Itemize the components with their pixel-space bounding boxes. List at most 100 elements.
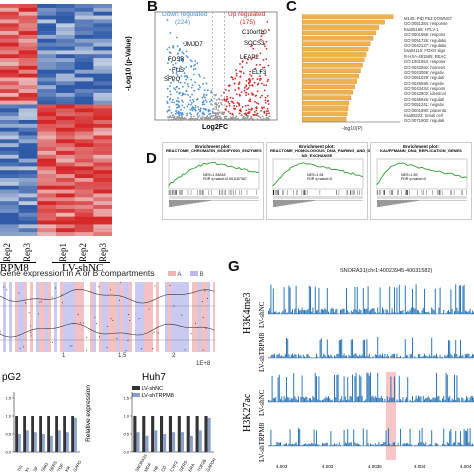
volcano-point [265,110,268,113]
signal-bar [455,284,457,314]
signal-bar [391,444,393,446]
volcano-point [204,96,206,99]
signal-bar [289,429,291,446]
heatmap-cell [0,46,19,51]
signal-bar [302,310,304,314]
volcano-point [229,96,232,99]
volcano-point [183,67,186,70]
heatmap-cell [56,81,75,86]
signal-bar [330,431,332,446]
signal-bar [322,309,323,314]
signal-bar [283,287,285,314]
signal-bar [463,284,465,314]
heatmap-cell [0,232,19,236]
signal-bar [466,354,467,358]
signal-bar [324,308,326,314]
signal-bar [402,397,404,402]
gsea-stats: NES=1.89 FDR q=value=0 [401,173,427,181]
heatmap-cell [74,62,94,67]
signal-bar [276,312,278,314]
signal-bar [271,375,273,402]
gsea-title: REACTOME_CHROMATIN_MODIFYING_ENZYMES [166,148,262,153]
heatmap-cell [56,208,75,214]
heatmap-cell [37,23,57,28]
volcano-point [245,118,248,120]
compartment-stripe [195,282,198,352]
compartment-point [110,318,112,320]
signal-bar [295,285,297,314]
legend-shnc: LV-shNC [132,386,163,392]
signal-bar [360,445,362,446]
volcano-point [264,45,266,48]
rank-metric [256,200,259,201]
volcano-point [199,86,201,89]
volcano-point [175,86,178,89]
compartment-point [157,332,159,334]
volcano-point [239,63,241,65]
signal-bar [307,354,309,358]
volcano-point [176,74,179,76]
volcano-point [212,118,215,121]
signal-bar [366,339,368,358]
signal-bar [301,375,303,402]
volcano-point [166,110,169,113]
signal-bar [416,445,418,446]
signal-bar [402,443,404,446]
volcano-point [169,85,171,87]
heatmap [0,4,112,236]
volcano-point [251,77,254,80]
signal-bar [420,396,422,402]
signal-bar [460,431,461,446]
signal-bar [269,445,271,446]
heatmap-cell [56,50,75,55]
signal-bar [290,354,292,358]
volcano-point [255,109,258,112]
heatmap-cell [0,147,19,152]
signal-bar [449,311,451,314]
panel-f: pG2 Huh7 LV-shNC LV-shTRPM8 Relative exp… [0,370,217,474]
bar-shnc [204,416,208,452]
signal-bar [323,399,325,402]
volcano-point [172,45,174,47]
signal-bar [398,445,400,446]
volcano-point [245,79,248,82]
volcano-point [187,93,189,96]
volcano-point [178,101,180,103]
compartment-stripe [138,282,141,352]
heatmap-cell [0,23,19,28]
signal-bar [314,443,316,446]
heatmap-cell [56,23,75,28]
signal-bar [331,445,333,446]
signal-bar [332,308,334,314]
gsea-title: KAUFFMANN_DNA_REPLICATION_GENES [380,148,462,153]
heatmap-cell [56,170,75,175]
compartment-stripe [177,282,180,352]
heatmap-cell [18,34,38,40]
heatmap-cell [93,100,112,105]
signal-bar [329,313,331,314]
signal-bar [349,355,351,358]
volcano-point [267,99,270,102]
tick-label: 1 [62,353,66,359]
volcano-point [266,80,269,83]
heatmap-cell [56,158,75,163]
signal-bar [380,444,382,446]
heatmap-cell [18,4,38,9]
gsea-title: REACTOME_HOMOLOGOUS_DNA_PAIRING_AND_STRA… [270,148,379,158]
signal-bar [374,354,376,358]
volcano-point [264,99,267,102]
volcano-point [213,97,216,100]
signal-bar [360,376,362,402]
volcano-point [241,66,244,69]
y-tick-label: 1.5 [5,396,11,401]
signal-bar [373,397,375,402]
heatmap-cell [37,147,57,152]
heatmap-cell [56,89,75,94]
heatmap-cell [0,85,19,90]
heatmap-cell [37,228,57,233]
signal-bar [380,395,382,402]
heatmap-cell [0,42,19,47]
signal-bar [367,286,369,314]
heatmap-cell [0,224,19,229]
signal-bar [286,442,287,446]
